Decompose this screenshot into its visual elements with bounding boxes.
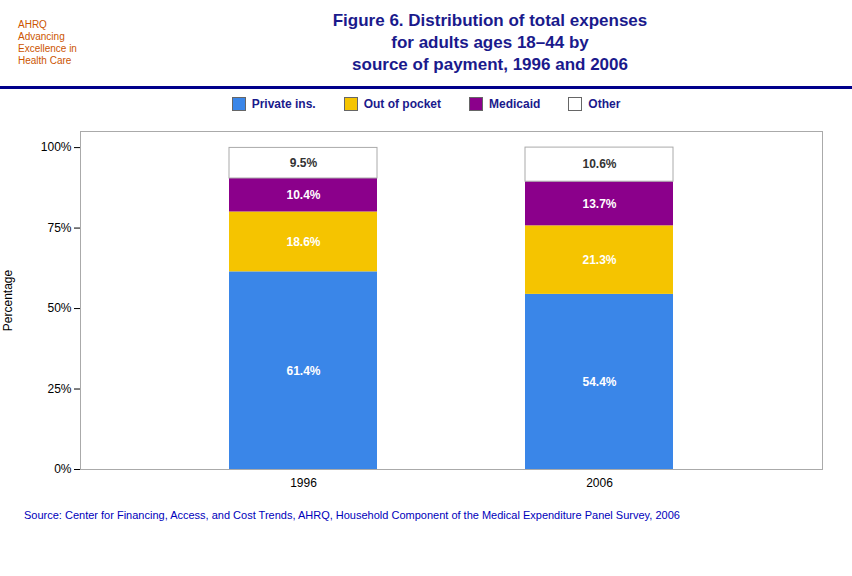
svg-text:21.3%: 21.3% — [582, 253, 616, 267]
svg-text:100%: 100% — [41, 140, 72, 154]
svg-text:13.7%: 13.7% — [582, 197, 616, 211]
html-text:Other: Other — [588, 97, 621, 111]
svg-text:18.6%: 18.6% — [286, 235, 320, 249]
html-text:Medicaid: Medicaid — [489, 97, 541, 111]
svg-text:50%: 50% — [47, 301, 71, 315]
html-text:Source: Center for Financing,: Source: Center for Financing, Access, an… — [24, 509, 680, 521]
svg-text:25%: 25% — [47, 382, 71, 396]
svg-text:9.5%: 9.5% — [290, 156, 318, 170]
svg-text:1996: 1996 — [290, 476, 317, 490]
html-text:AHRQ Advancing Excellence in H: AHRQ Advancing Excellence in Health Care — [18, 19, 77, 66]
svg-text:75%: 75% — [47, 221, 71, 235]
svg-text:61.4%: 61.4% — [286, 364, 320, 378]
svg-text:2006: 2006 — [586, 476, 613, 490]
svg-text:10.4%: 10.4% — [286, 188, 320, 202]
svg-text:54.4%: 54.4% — [582, 375, 616, 389]
svg-text:0%: 0% — [54, 462, 72, 476]
html-text:Private ins.: Private ins. — [251, 97, 316, 111]
html-text:Out of pocket: Out of pocket — [363, 97, 441, 111]
svg-text:10.6%: 10.6% — [582, 157, 616, 171]
html-text:Figure 6. Distribution of tota: Figure 6. Distribution of total expenses… — [332, 10, 648, 74]
svg-text:Percentage: Percentage — [1, 269, 15, 331]
